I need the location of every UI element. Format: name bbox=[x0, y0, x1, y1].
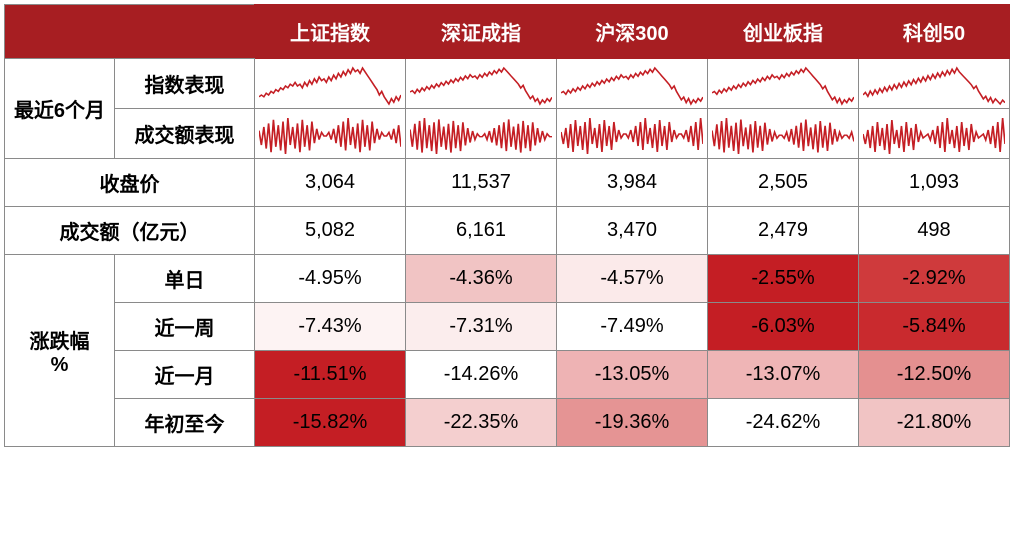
pct-week-0: -7.43% bbox=[255, 303, 406, 351]
turnover-3: 2,479 bbox=[708, 207, 859, 255]
row-turnover: 成交额（亿元） 5,082 6,161 3,470 2,479 498 bbox=[5, 207, 1010, 255]
close-2: 3,984 bbox=[557, 159, 708, 207]
turnover-1: 6,161 bbox=[406, 207, 557, 255]
pct-week-3: -6.03% bbox=[708, 303, 859, 351]
close-0: 3,064 bbox=[255, 159, 406, 207]
pct-month-0: -11.51% bbox=[255, 351, 406, 399]
label-close: 收盘价 bbox=[5, 159, 255, 207]
row-pct-week: 近一周 -7.43% -7.31% -7.49% -6.03% -5.84% bbox=[5, 303, 1010, 351]
col-chinext: 创业板指 bbox=[708, 5, 859, 59]
pct-ytd-3: -24.62% bbox=[708, 399, 859, 447]
pct-ytd-4: -21.80% bbox=[859, 399, 1010, 447]
close-4: 1,093 bbox=[859, 159, 1010, 207]
spark-vol-0 bbox=[255, 109, 406, 159]
row-pct-day: 涨跌幅 % 单日 -4.95% -4.36% -4.57% -2.55% -2.… bbox=[5, 255, 1010, 303]
pct-day-0: -4.95% bbox=[255, 255, 406, 303]
pct-ytd-2: -19.36% bbox=[557, 399, 708, 447]
label-week: 近一周 bbox=[115, 303, 255, 351]
market-summary-table: 上证指数 深证成指 沪深300 创业板指 科创50 最近6个月 指数表现 成交额… bbox=[4, 4, 1010, 447]
row-pct-ytd: 年初至今 -15.82% -22.35% -19.36% -24.62% -21… bbox=[5, 399, 1010, 447]
spark-index-2 bbox=[557, 59, 708, 109]
label-volume-perf: 成交额表现 bbox=[115, 109, 255, 159]
col-szse: 深证成指 bbox=[406, 5, 557, 59]
spark-index-3 bbox=[708, 59, 859, 109]
close-3: 2,505 bbox=[708, 159, 859, 207]
pct-week-2: -7.49% bbox=[557, 303, 708, 351]
label-ytd: 年初至今 bbox=[115, 399, 255, 447]
label-6m: 最近6个月 bbox=[5, 59, 115, 159]
pct-ytd-1: -22.35% bbox=[406, 399, 557, 447]
turnover-4: 498 bbox=[859, 207, 1010, 255]
pct-month-2: -13.05% bbox=[557, 351, 708, 399]
turnover-2: 3,470 bbox=[557, 207, 708, 255]
header-blank bbox=[5, 5, 255, 59]
pct-month-3: -13.07% bbox=[708, 351, 859, 399]
pct-ytd-0: -15.82% bbox=[255, 399, 406, 447]
spark-index-4 bbox=[859, 59, 1010, 109]
spark-vol-2 bbox=[557, 109, 708, 159]
close-1: 11,537 bbox=[406, 159, 557, 207]
label-month: 近一月 bbox=[115, 351, 255, 399]
label-day: 单日 bbox=[115, 255, 255, 303]
pct-day-3: -2.55% bbox=[708, 255, 859, 303]
row-pct-month: 近一月 -11.51% -14.26% -13.05% -13.07% -12.… bbox=[5, 351, 1010, 399]
col-csi300: 沪深300 bbox=[557, 5, 708, 59]
pct-week-1: -7.31% bbox=[406, 303, 557, 351]
row-close: 收盘价 3,064 11,537 3,984 2,505 1,093 bbox=[5, 159, 1010, 207]
spark-index-0 bbox=[255, 59, 406, 109]
header-row: 上证指数 深证成指 沪深300 创业板指 科创50 bbox=[5, 5, 1010, 59]
pct-day-4: -2.92% bbox=[859, 255, 1010, 303]
spark-vol-4 bbox=[859, 109, 1010, 159]
row-index-perf: 最近6个月 指数表现 bbox=[5, 59, 1010, 109]
label-turnover: 成交额（亿元） bbox=[5, 207, 255, 255]
col-sse: 上证指数 bbox=[255, 5, 406, 59]
pct-month-1: -14.26% bbox=[406, 351, 557, 399]
label-index-perf: 指数表现 bbox=[115, 59, 255, 109]
label-pct-group: 涨跌幅 % bbox=[5, 255, 115, 447]
pct-day-2: -4.57% bbox=[557, 255, 708, 303]
pct-week-4: -5.84% bbox=[859, 303, 1010, 351]
pct-month-4: -12.50% bbox=[859, 351, 1010, 399]
row-volume-perf: 成交额表现 bbox=[5, 109, 1010, 159]
pct-day-1: -4.36% bbox=[406, 255, 557, 303]
spark-index-1 bbox=[406, 59, 557, 109]
turnover-0: 5,082 bbox=[255, 207, 406, 255]
spark-vol-3 bbox=[708, 109, 859, 159]
spark-vol-1 bbox=[406, 109, 557, 159]
col-star50: 科创50 bbox=[859, 5, 1010, 59]
